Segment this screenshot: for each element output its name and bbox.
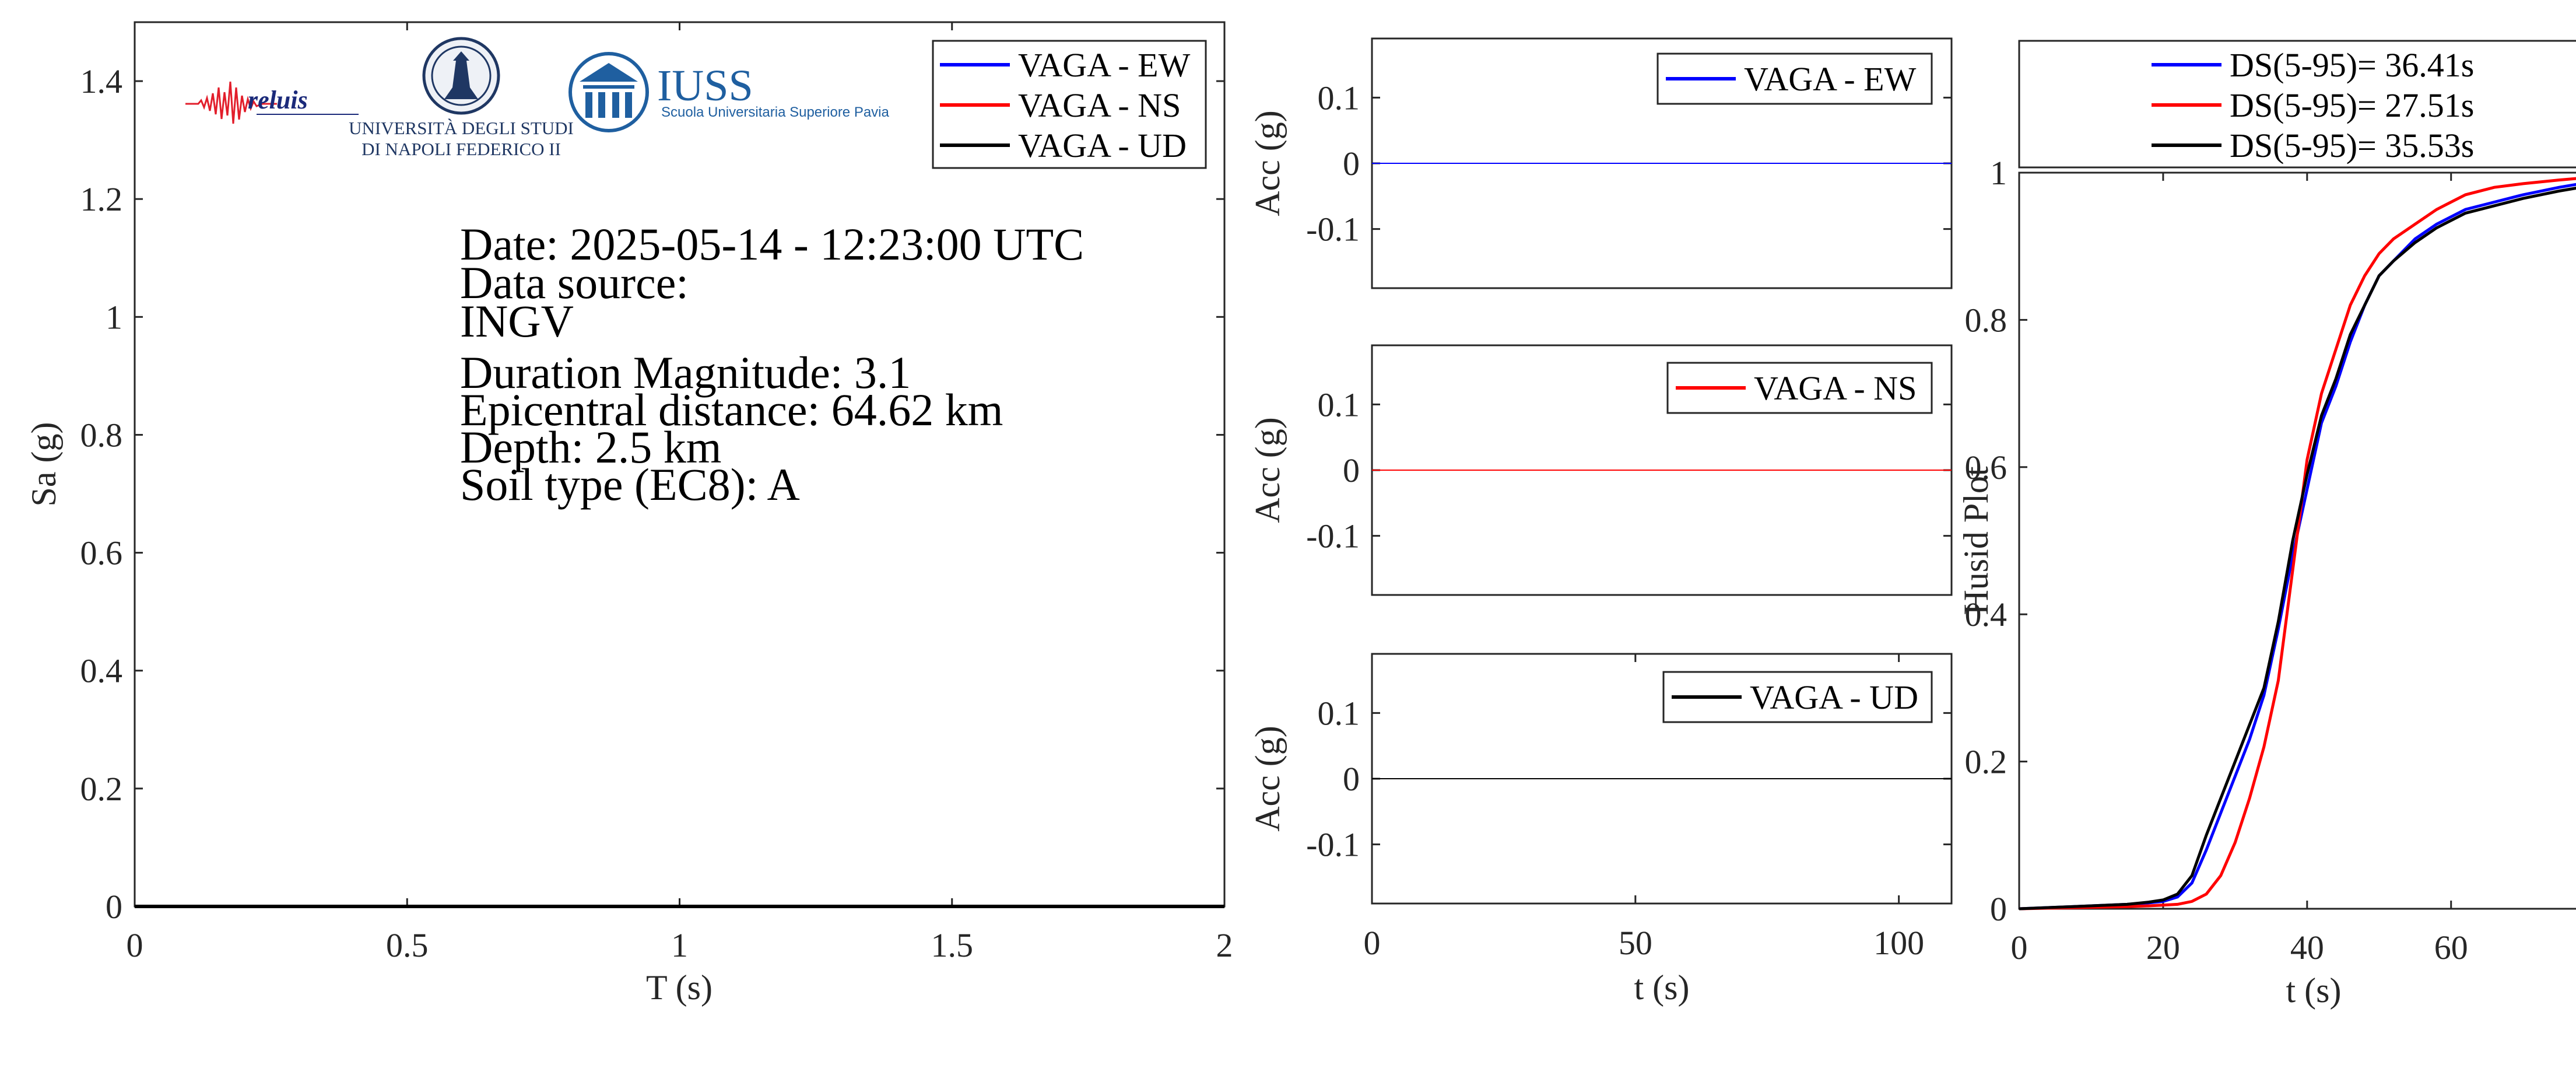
acc-ew-y-tick-label: 0	[1343, 145, 1360, 183]
spectrum-y-tick-label: 1	[106, 298, 122, 336]
acc-ud-x-axis-label: t (s)	[1634, 968, 1690, 1007]
husid-x-axis-label: t (s)	[2286, 971, 2342, 1010]
spectrum-legend-label-ns: VAGA - NS	[1018, 86, 1181, 124]
husid-legend-label-ew: DS(5-95)= 36.41s	[2230, 46, 2474, 84]
husid-series-line-2	[2019, 187, 2576, 911]
acc-ns-panel: -0.1 0 0.1 Acc (g) VAGA - NS	[1248, 344, 1953, 596]
unina-wordmark-line1: UNIVERSITÀ DEGLI STUDI	[349, 118, 574, 138]
acc-ud-y-axis-label: Acc (g)	[1248, 726, 1287, 832]
husid-x-tick-label: 20	[2146, 929, 2180, 967]
husid-panel: DS(5-95)= 36.41s DS(5-95)= 27.51s DS(5-9…	[1957, 40, 2576, 1010]
acc-ns-y-tick-label: 0	[1343, 451, 1360, 489]
husid-x-tick-label: 0	[2011, 929, 2028, 967]
reluis-seismogram-icon	[185, 81, 277, 124]
event-info: Date: 2025-05-14 - 12:23:00 UTC Data sou…	[460, 219, 1084, 510]
iuss-building-icon	[580, 63, 638, 118]
husid-legend-box	[2018, 40, 2576, 169]
acc-ud-x-tick-label: 0	[1364, 924, 1381, 962]
acc-ew-legend-label: VAGA - EW	[1744, 60, 1917, 98]
acc-ud-y-tick-label: 0.1	[1318, 694, 1360, 732]
acc-ew-y-tick-label: 0.1	[1318, 79, 1360, 117]
event-date: Date: 2025-05-14 - 12:23:00 UTC	[460, 219, 1084, 269]
spectrum-y-tick-label: 0.2	[80, 770, 123, 808]
reluis-logo: reluis	[185, 81, 359, 124]
acc-ew-y-axis-label: Acc (g)	[1248, 110, 1287, 216]
spectrum-tick-group: 0 0.2 0.4 0.6 0.8 1 1.2 1.4 0 0.5 1 1.5 2	[80, 22, 1233, 964]
acc-ew-y-tick-label: -0.1	[1306, 211, 1360, 248]
spectrum-legend-label-ud: VAGA - UD	[1018, 127, 1187, 164]
reluis-wordmark: reluis	[248, 86, 308, 114]
spectrum-y-tick-label: 0.4	[80, 652, 123, 690]
spectrum-x-tick-label: 1	[671, 926, 688, 964]
acc-ud-y-tick-label: 0	[1343, 760, 1360, 798]
acc-ud-legend-label: VAGA - UD	[1750, 678, 1918, 716]
iuss-logo: IUSS Scuola Universitaria Superiore Pavi…	[568, 52, 890, 132]
spectrum-y-tick-label: 0.6	[80, 534, 123, 572]
acc-ud-y-tick-label: -0.1	[1306, 826, 1360, 864]
spectrum-x-tick-label: 2	[1216, 926, 1233, 964]
data-source-label: Data source:	[460, 257, 689, 308]
husid-y-tick-label: 0	[1990, 890, 2007, 928]
acc-ud-x-tick-label: 50	[1619, 924, 1652, 962]
iuss-subtitle: Scuola Universitaria Superiore Pavia	[661, 104, 890, 120]
husid-y-tick-label: 0.2	[1965, 743, 2008, 781]
husid-x-tick-label: 40	[2290, 929, 2324, 967]
acc-ns-legend-label: VAGA - NS	[1754, 369, 1917, 407]
husid-legend-label-ud: DS(5-95)= 35.53s	[2230, 127, 2474, 164]
spectrum-y-tick-label: 0.8	[80, 416, 123, 454]
unina-seal-inner-ring	[431, 45, 492, 106]
spectrum-legend: VAGA - EW VAGA - NS VAGA - UD	[932, 40, 1207, 169]
event-magnitude: Duration Magnitude: 3.1	[460, 347, 911, 398]
husid-series-group	[2019, 177, 2576, 911]
husid-y-tick-label: 0.4	[1965, 596, 2008, 633]
husid-legend-label-ns: DS(5-95)= 27.51s	[2230, 86, 2474, 124]
data-source-value: INGV	[460, 296, 574, 346]
acc-ud-tick-group: -0.1 0 0.1 0 50 100	[1306, 654, 1952, 962]
acc-ns-tick-group: -0.1 0 0.1	[1306, 386, 1952, 555]
husid-tick-group: 00.20.40.60.81020406080	[1965, 154, 2468, 967]
acc-ud-x-tick-label: 100	[1873, 924, 1924, 962]
iuss-wordmark: IUSS	[657, 61, 753, 110]
spectrum-y-tick-label: 1.4	[80, 62, 123, 100]
husid-y-axis-label: Husid Plot	[1957, 466, 1995, 615]
event-soil-type: Soil type (EC8): A	[460, 459, 800, 510]
spectrum-x-tick-label: 0.5	[386, 926, 429, 964]
spectrum-x-tick-label: 1.5	[931, 926, 974, 964]
spectrum-y-tick-label: 1.2	[80, 180, 123, 218]
unina-wordmark-line2: DI NAPOLI FEDERICO II	[362, 139, 561, 159]
spectrum-plot-area	[134, 21, 1226, 908]
event-epicentral-distance: Epicentral distance: 64.62 km	[460, 384, 1003, 435]
husid-series-line-1	[2019, 177, 2576, 911]
husid-y-tick-label: 0.8	[1965, 301, 2008, 339]
spectrum-y-tick-label: 0	[106, 888, 122, 926]
spectrum-y-axis-label: Sa (g)	[24, 422, 63, 507]
acc-ud-panel: -0.1 0 0.1 0 50 100 Acc (g) t (s) VAGA - UD	[1248, 653, 1953, 1007]
spectrum-panel: 0 0.2 0.4 0.6 0.8 1 1.2 1.4 0 0.5 1 1.5 2 T (s) Sa (…	[24, 21, 1233, 1007]
event-depth: Depth: 2.5 km	[460, 422, 721, 472]
unina-logo: UNIVERSITÀ DEGLI STUDI DI NAPOLI FEDERIC…	[349, 37, 574, 159]
husid-x-tick-label: 60	[2434, 929, 2468, 967]
acc-ns-y-axis-label: Acc (g)	[1248, 417, 1287, 523]
acc-ew-panel: -0.1 0 0.1 Acc (g) VAGA - EW	[1248, 37, 1953, 289]
spectrum-x-tick-label: 0	[127, 926, 143, 964]
spectrum-x-axis-label: T (s)	[646, 968, 713, 1007]
husid-y-tick-label: 1	[1990, 154, 2007, 192]
acc-ns-y-tick-label: -0.1	[1306, 517, 1360, 555]
unina-seal-figure-icon	[444, 51, 478, 99]
spectrum-legend-label-ew: VAGA - EW	[1018, 46, 1191, 84]
acc-ns-y-tick-label: 0.1	[1318, 386, 1360, 423]
husid-y-tick-label: 0.6	[1965, 449, 2008, 486]
